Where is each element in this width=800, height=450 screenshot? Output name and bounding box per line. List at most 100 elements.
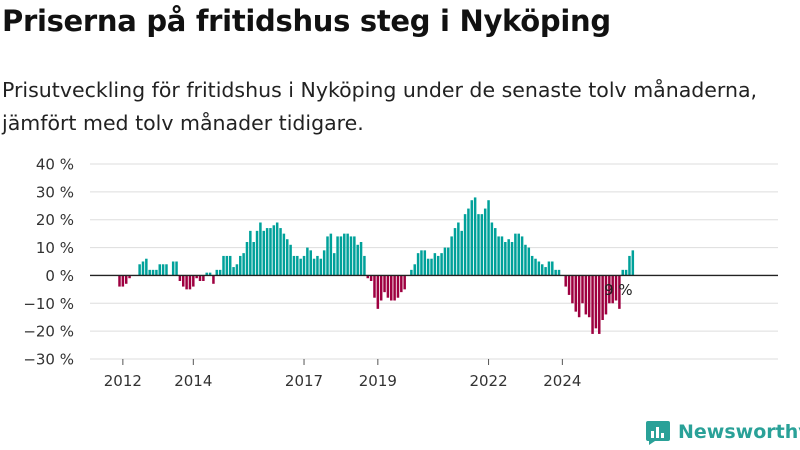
bar bbox=[453, 228, 457, 276]
bar bbox=[235, 264, 239, 276]
annotations: 9 % bbox=[604, 281, 633, 299]
bar bbox=[628, 255, 631, 276]
bar bbox=[286, 239, 289, 276]
bar bbox=[551, 261, 554, 276]
bar bbox=[215, 269, 219, 276]
bar bbox=[504, 242, 507, 276]
bar bbox=[171, 261, 175, 276]
bar bbox=[403, 275, 406, 290]
bar bbox=[457, 222, 460, 276]
bar bbox=[480, 214, 484, 276]
x-tick-label: 2014 bbox=[174, 372, 212, 390]
bar bbox=[275, 222, 279, 276]
bar bbox=[497, 236, 500, 276]
bar bbox=[192, 275, 195, 287]
y-tick-label: 30 % bbox=[36, 183, 74, 201]
bar bbox=[326, 236, 329, 276]
bar-chart: −30 %−20 %−10 %0 %10 %20 %30 %40 % 2012 2… bbox=[23, 156, 778, 390]
bar bbox=[141, 261, 145, 276]
brand-logo: Newsworthy bbox=[645, 419, 800, 445]
bar bbox=[470, 200, 474, 276]
bar bbox=[514, 233, 517, 276]
bar bbox=[312, 258, 316, 276]
bar bbox=[239, 255, 242, 276]
bar bbox=[118, 275, 121, 287]
bar bbox=[443, 247, 447, 276]
bar bbox=[339, 236, 343, 276]
bar bbox=[594, 275, 598, 329]
bar bbox=[302, 255, 306, 276]
x-axis: 2012 2014 2017 2019 2022 2024 bbox=[104, 359, 581, 390]
bar bbox=[161, 264, 165, 276]
bar bbox=[557, 269, 561, 276]
bar bbox=[373, 275, 376, 298]
bar bbox=[155, 269, 158, 276]
bar bbox=[316, 255, 319, 276]
bar bbox=[349, 236, 353, 276]
bar bbox=[292, 255, 296, 276]
bar bbox=[598, 275, 601, 334]
bar bbox=[145, 258, 148, 276]
bar bbox=[279, 228, 282, 276]
bar bbox=[181, 275, 185, 287]
bar bbox=[507, 239, 510, 276]
bar bbox=[306, 247, 309, 276]
bar bbox=[530, 255, 534, 276]
bar bbox=[577, 275, 581, 318]
chart-subtitle: Prisutveckling för fritidshus i Nyköping… bbox=[2, 78, 758, 135]
bar bbox=[255, 230, 259, 276]
bar bbox=[631, 250, 635, 276]
bar bbox=[272, 225, 276, 276]
bar bbox=[494, 228, 497, 276]
bar bbox=[228, 255, 232, 276]
bar bbox=[336, 236, 339, 276]
bar bbox=[621, 269, 624, 276]
bar bbox=[158, 264, 162, 276]
brand-name: Newsworthy bbox=[678, 421, 800, 443]
bar bbox=[329, 233, 333, 276]
bar bbox=[198, 275, 202, 281]
bar bbox=[420, 250, 423, 276]
bar bbox=[121, 275, 125, 287]
newsworthy-logo-icon bbox=[646, 421, 670, 445]
bar bbox=[386, 275, 390, 298]
bar bbox=[249, 230, 252, 276]
bar bbox=[608, 275, 611, 304]
x-tick-label: 2012 bbox=[104, 372, 142, 390]
bar bbox=[540, 264, 544, 276]
bar bbox=[426, 258, 430, 276]
bar bbox=[581, 275, 584, 304]
bar bbox=[537, 261, 541, 276]
bar bbox=[188, 275, 192, 290]
bar bbox=[564, 275, 567, 287]
bar bbox=[124, 275, 128, 284]
bar bbox=[369, 275, 373, 281]
gridlines bbox=[90, 163, 778, 360]
bar bbox=[614, 275, 618, 301]
bar bbox=[165, 264, 168, 276]
bar bbox=[477, 214, 480, 276]
bar bbox=[393, 275, 396, 301]
bar bbox=[450, 236, 453, 276]
bar bbox=[379, 275, 383, 301]
bar bbox=[225, 255, 229, 276]
bar bbox=[265, 228, 269, 276]
bar bbox=[262, 230, 266, 276]
bar bbox=[208, 272, 212, 276]
bar bbox=[366, 275, 370, 279]
bar bbox=[618, 275, 621, 309]
bar bbox=[218, 269, 222, 276]
bar bbox=[148, 269, 151, 276]
bar bbox=[517, 233, 520, 276]
y-tick-label: 20 % bbox=[36, 211, 74, 229]
bar bbox=[332, 253, 336, 276]
bar bbox=[440, 253, 443, 276]
bar bbox=[510, 242, 514, 276]
bar bbox=[212, 275, 215, 284]
bar bbox=[242, 253, 245, 276]
x-tick-label: 2024 bbox=[543, 372, 581, 390]
bar bbox=[322, 250, 326, 276]
bar bbox=[376, 275, 380, 309]
bar bbox=[520, 236, 524, 276]
bar bbox=[195, 275, 198, 279]
